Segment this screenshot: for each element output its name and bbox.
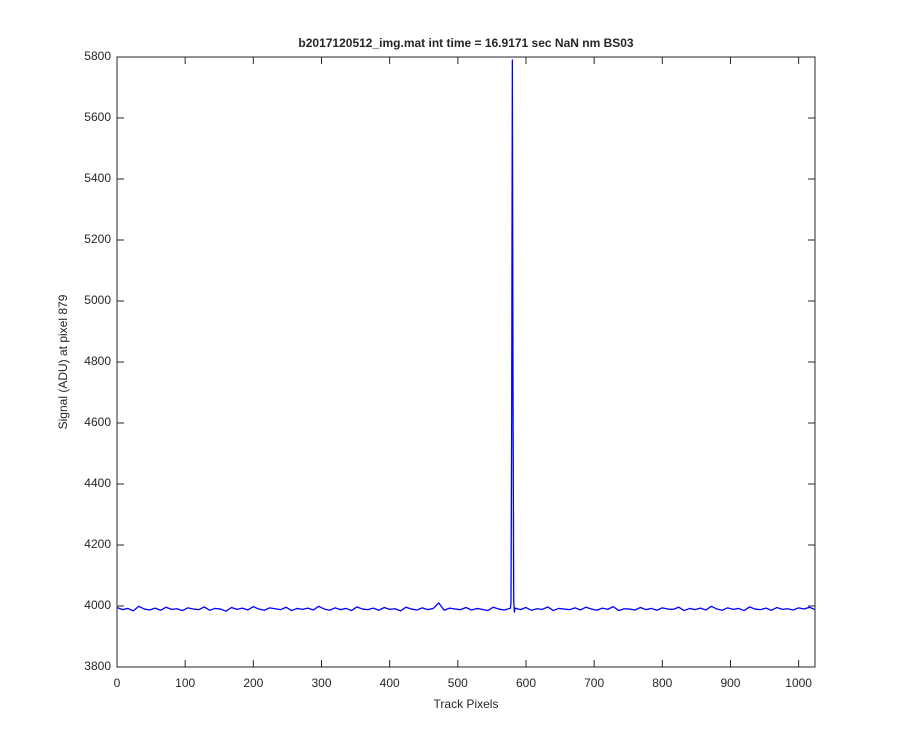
x-tick-label: 200 [243,676,263,690]
y-tick-label: 4800 [84,354,111,368]
x-tick-label: 500 [448,676,468,690]
x-tick-label: 100 [175,676,195,690]
x-tick-label: 700 [584,676,604,690]
x-axis-label: Track Pixels [434,697,499,711]
x-tick-label: 0 [114,676,121,690]
y-tick-label: 5000 [84,293,111,307]
y-tick-label: 4400 [84,476,111,490]
x-tick-label: 400 [380,676,400,690]
chart-title: b2017120512_img.mat int time = 16.9171 s… [298,36,634,50]
y-axis-label: Signal (ADU) at pixel 879 [56,294,70,429]
y-tick-label: 5600 [84,110,111,124]
x-tick-label: 1000 [785,676,812,690]
y-tick-label: 5200 [84,232,111,246]
y-tick-label: 3800 [84,659,111,673]
x-tick-label: 800 [652,676,672,690]
y-tick-label: 4200 [84,537,111,551]
y-tick-label: 4000 [84,598,111,612]
x-tick-label: 300 [311,676,331,690]
y-tick-label: 5800 [84,49,111,63]
x-tick-label: 900 [720,676,740,690]
y-tick-label: 5400 [84,171,111,185]
y-tick-label: 4600 [84,415,111,429]
x-tick-label: 600 [516,676,536,690]
data-line [116,59,816,613]
